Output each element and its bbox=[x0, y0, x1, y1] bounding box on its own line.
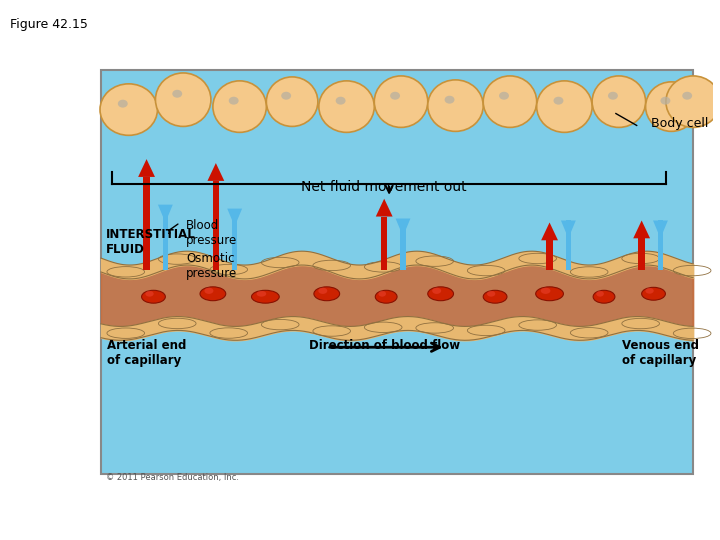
Polygon shape bbox=[633, 220, 650, 238]
Polygon shape bbox=[138, 159, 155, 177]
Polygon shape bbox=[561, 220, 576, 238]
Ellipse shape bbox=[499, 92, 509, 100]
Bar bbox=[381, 217, 387, 270]
Bar bbox=[546, 240, 553, 270]
Ellipse shape bbox=[608, 92, 618, 100]
Ellipse shape bbox=[541, 288, 551, 294]
Ellipse shape bbox=[156, 73, 211, 126]
Ellipse shape bbox=[642, 287, 665, 300]
Ellipse shape bbox=[593, 291, 615, 303]
Ellipse shape bbox=[666, 76, 720, 127]
Polygon shape bbox=[395, 219, 410, 237]
Ellipse shape bbox=[204, 288, 213, 294]
Ellipse shape bbox=[266, 77, 318, 126]
Text: Blood
pressure: Blood pressure bbox=[186, 219, 238, 247]
Ellipse shape bbox=[390, 92, 400, 100]
Polygon shape bbox=[376, 199, 392, 217]
Ellipse shape bbox=[314, 287, 340, 301]
Polygon shape bbox=[158, 205, 173, 222]
Bar bbox=[566, 220, 571, 270]
Ellipse shape bbox=[483, 291, 507, 303]
Ellipse shape bbox=[536, 287, 564, 301]
Ellipse shape bbox=[428, 80, 483, 131]
Text: Venous end
of capillary: Venous end of capillary bbox=[622, 339, 699, 367]
Ellipse shape bbox=[256, 291, 266, 296]
Text: Body cell: Body cell bbox=[651, 117, 708, 130]
Ellipse shape bbox=[683, 92, 692, 100]
Ellipse shape bbox=[554, 97, 564, 105]
Ellipse shape bbox=[282, 92, 291, 100]
Ellipse shape bbox=[432, 288, 441, 294]
Ellipse shape bbox=[483, 76, 536, 127]
Bar bbox=[212, 181, 219, 270]
Ellipse shape bbox=[336, 97, 346, 105]
Bar bbox=[232, 208, 238, 270]
Ellipse shape bbox=[444, 96, 454, 104]
Ellipse shape bbox=[646, 82, 697, 131]
Ellipse shape bbox=[145, 291, 153, 296]
Bar bbox=[639, 238, 645, 270]
Ellipse shape bbox=[374, 76, 428, 127]
Text: Net fluid movement out: Net fluid movement out bbox=[302, 180, 467, 194]
Bar bbox=[658, 220, 663, 270]
Text: Osmotic
pressure: Osmotic pressure bbox=[186, 252, 238, 280]
Bar bbox=[400, 219, 406, 270]
Bar bbox=[101, 70, 693, 474]
Text: Arterial end
of capillary: Arterial end of capillary bbox=[107, 339, 186, 367]
Polygon shape bbox=[541, 222, 558, 240]
Ellipse shape bbox=[592, 76, 646, 127]
Ellipse shape bbox=[319, 81, 374, 132]
Bar bbox=[143, 177, 150, 270]
Ellipse shape bbox=[536, 81, 592, 132]
Text: INTERSTITIAL
FLUID: INTERSTITIAL FLUID bbox=[106, 228, 196, 256]
Polygon shape bbox=[228, 208, 242, 226]
Ellipse shape bbox=[318, 288, 328, 294]
Ellipse shape bbox=[428, 287, 454, 301]
Ellipse shape bbox=[172, 90, 182, 98]
Ellipse shape bbox=[213, 81, 266, 132]
Ellipse shape bbox=[200, 287, 226, 301]
Bar bbox=[163, 205, 168, 270]
Ellipse shape bbox=[142, 291, 166, 303]
Polygon shape bbox=[653, 220, 668, 238]
Ellipse shape bbox=[660, 97, 670, 105]
Ellipse shape bbox=[596, 291, 604, 296]
Ellipse shape bbox=[100, 84, 158, 136]
Ellipse shape bbox=[229, 97, 238, 105]
Text: Figure 42.15: Figure 42.15 bbox=[10, 17, 88, 30]
Text: Direction of blood flow: Direction of blood flow bbox=[309, 339, 460, 352]
Polygon shape bbox=[207, 163, 224, 181]
Ellipse shape bbox=[251, 291, 279, 303]
Ellipse shape bbox=[487, 291, 495, 296]
Ellipse shape bbox=[375, 291, 397, 303]
Ellipse shape bbox=[379, 291, 386, 296]
Text: © 2011 Pearson Education, Inc.: © 2011 Pearson Education, Inc. bbox=[106, 473, 239, 482]
Ellipse shape bbox=[645, 288, 654, 294]
Ellipse shape bbox=[118, 100, 127, 107]
